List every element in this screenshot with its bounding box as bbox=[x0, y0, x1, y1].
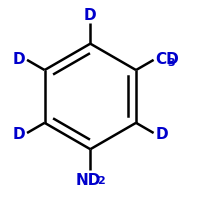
Text: CD: CD bbox=[154, 52, 178, 67]
Text: D: D bbox=[13, 52, 25, 67]
Text: D: D bbox=[154, 127, 167, 142]
Text: D: D bbox=[84, 8, 96, 23]
Text: 2: 2 bbox=[96, 175, 104, 185]
Text: 3: 3 bbox=[167, 57, 174, 67]
Text: D: D bbox=[13, 127, 25, 142]
Text: ND: ND bbox=[75, 172, 101, 187]
